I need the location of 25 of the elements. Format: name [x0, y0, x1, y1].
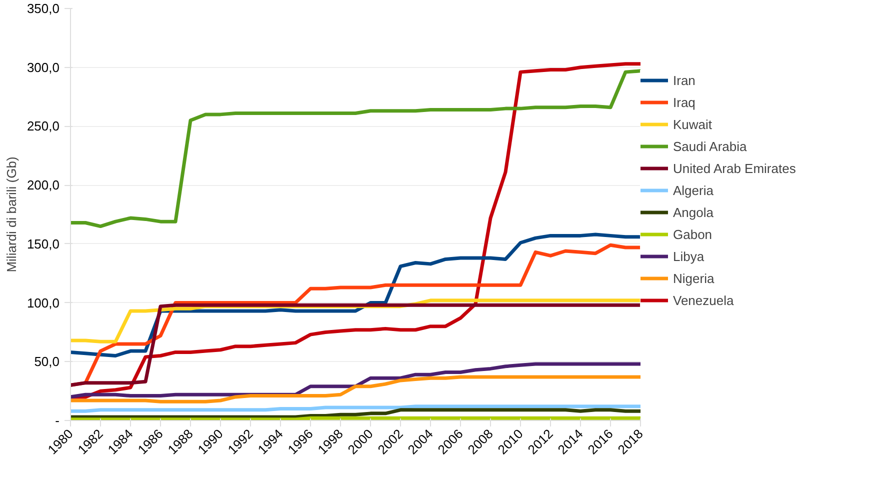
y-axis-title: Miliardi di barili (Gb)	[4, 156, 19, 272]
legend-label: Algeria	[673, 182, 714, 198]
legend-label: Saudi Arabia	[673, 138, 747, 154]
legend-label: Iran	[673, 72, 696, 88]
legend-label: Angola	[673, 204, 714, 220]
legend-label: Libya	[673, 248, 704, 264]
legend-label: Iraq	[673, 94, 696, 110]
y-tick-label: 150,0	[26, 236, 60, 252]
legend-label: Gabon	[673, 226, 712, 242]
line-series	[70, 62, 640, 399]
line-series	[70, 69, 640, 228]
y-tick-label: 200,0	[26, 178, 60, 193]
y-tick-label: 250,0	[26, 118, 60, 134]
legend-label: Kuwait	[673, 116, 712, 132]
y-tick-label: 50,0	[34, 354, 60, 370]
legend-label: Nigeria	[673, 270, 714, 286]
y-tick-label: 300,0	[26, 60, 60, 75]
line-series	[70, 232, 640, 358]
legend-label: United Arab Emirates	[673, 160, 796, 176]
line-series	[70, 375, 640, 404]
y-tick-label: 350,0	[26, 1, 60, 16]
y-tick-label: 100,0	[26, 295, 60, 310]
y-tick-label: -	[55, 413, 60, 428]
line-series	[70, 303, 640, 387]
legend-label: Venezuela	[673, 292, 734, 308]
